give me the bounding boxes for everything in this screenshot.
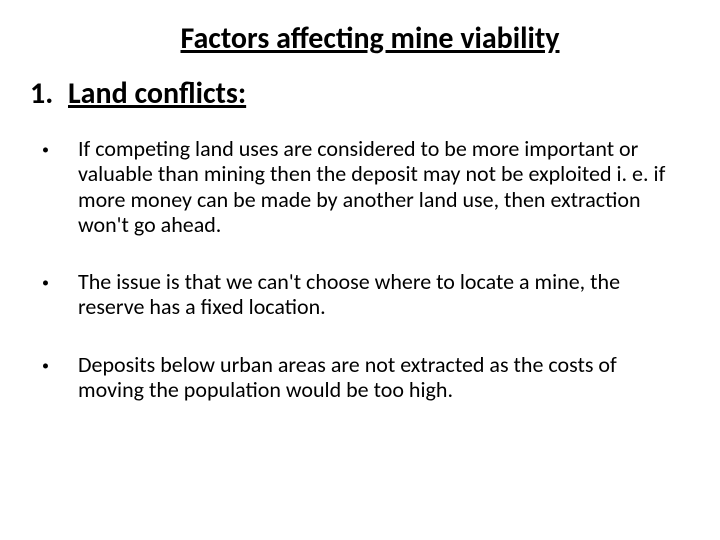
bullet-icon: •	[30, 269, 78, 320]
bullet-text: If competing land uses are considered to…	[78, 136, 680, 237]
list-item: • Deposits below urban areas are not ext…	[30, 352, 680, 403]
list-item: • The issue is that we can't choose wher…	[30, 269, 680, 320]
bullet-icon: •	[30, 352, 78, 403]
section-heading: 1.Land conflicts:	[30, 75, 680, 112]
bullet-text: Deposits below urban areas are not extra…	[78, 352, 680, 403]
section-number: 1.	[30, 75, 68, 112]
bullet-text: The issue is that we can't choose where …	[78, 269, 680, 320]
slide-title: Factors affecting mine viability	[60, 20, 680, 57]
list-item: • If competing land uses are considered …	[30, 136, 680, 237]
bullet-list: • If competing land uses are considered …	[30, 136, 680, 402]
section-heading-text: Land conflicts:	[68, 75, 246, 112]
bullet-icon: •	[30, 136, 78, 237]
